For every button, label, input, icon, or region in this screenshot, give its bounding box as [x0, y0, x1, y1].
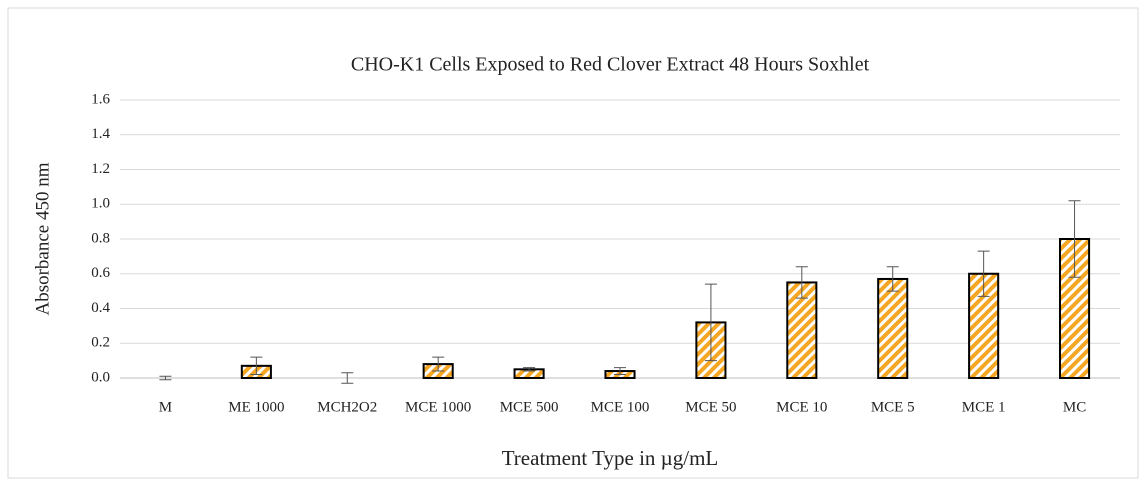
chart-title: CHO-K1 Cells Exposed to Red Clover Extra… — [351, 54, 870, 76]
x-tick-label: M — [159, 399, 172, 415]
error-bar — [159, 375, 172, 381]
error-bar — [795, 266, 808, 299]
x-tick-label: MCE 1 — [962, 399, 1006, 415]
error-bar — [977, 250, 990, 297]
x-tick-label: MCE 5 — [871, 399, 915, 415]
error-bar — [432, 356, 445, 372]
chart-frame — [7, 7, 1139, 479]
y-tick-label: 0.2 — [91, 335, 110, 351]
y-tick-label: 0.8 — [91, 230, 110, 246]
error-bar — [341, 372, 354, 384]
x-tick-label: MCE 1000 — [405, 399, 471, 415]
x-axis-label: Treatment Type in µg/mL — [502, 446, 719, 470]
error-bar — [614, 367, 626, 376]
x-tick-label: ME 1000 — [228, 399, 284, 415]
y-axis-label: Absorbance 450 nm — [32, 162, 53, 315]
x-tick-label: MCE 100 — [591, 399, 650, 415]
y-tick-label: 0.0 — [91, 369, 110, 385]
y-tick-label: 0.4 — [91, 300, 110, 316]
x-tick-label: MCH2O2 — [317, 399, 377, 415]
error-bar — [523, 367, 536, 372]
error-bar — [886, 266, 899, 292]
x-tick-label: MCE 500 — [500, 399, 559, 415]
error-bar — [250, 356, 263, 376]
error-bar — [1068, 200, 1081, 278]
y-tick-label: 1.0 — [91, 196, 110, 212]
error-bar — [704, 283, 717, 362]
y-tick-label: 1.4 — [91, 126, 110, 142]
y-tick-label: 1.2 — [91, 161, 110, 177]
y-tick-label: 0.6 — [91, 265, 110, 281]
x-tick-label: MC — [1063, 399, 1086, 415]
x-tick-label: MCE 50 — [685, 399, 736, 415]
y-tick-label: 1.6 — [91, 91, 110, 107]
x-tick-label: MCE 10 — [776, 399, 827, 415]
bar — [877, 277, 909, 379]
